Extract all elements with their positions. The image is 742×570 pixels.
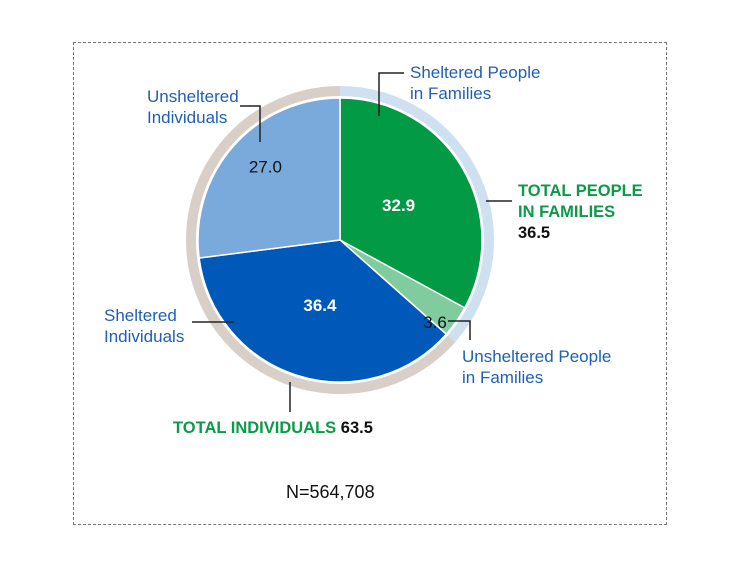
ring-total-families [339,86,494,343]
label-sheltered-individuals: Sheltered Individuals [104,306,185,346]
chart-frame [73,42,667,525]
data-label: 27.0 [249,157,282,176]
slice-unsheltered-individuals [197,97,341,259]
leader-sheltered-families [378,72,404,116]
data-label: 3.6 [423,313,447,332]
data-label: 36.4 [303,296,337,315]
label-total-individuals: TOTAL INDIVIDUALS 63.5 [173,419,373,437]
slice-sheltered-individuals [198,239,448,383]
label-unsheltered-individuals: Unsheltered Individuals [147,87,239,127]
ring-total-individuals [186,86,456,394]
data-label: 32.9 [382,196,415,215]
leader-lines [192,72,512,412]
leader-unsheltered-families [448,320,471,340]
label-sheltered-families: Sheltered People in Families [410,63,541,103]
label-unsheltered-families: Unsheltered People in Families [462,347,612,387]
slice-sheltered-people-in-families [339,97,483,309]
leader-unsheltered-individuals [240,105,261,142]
label-total-families: TOTAL PEOPLE IN FAMILIES 36.5 [518,182,643,242]
sample-size-note: N=564,708 [286,482,375,502]
